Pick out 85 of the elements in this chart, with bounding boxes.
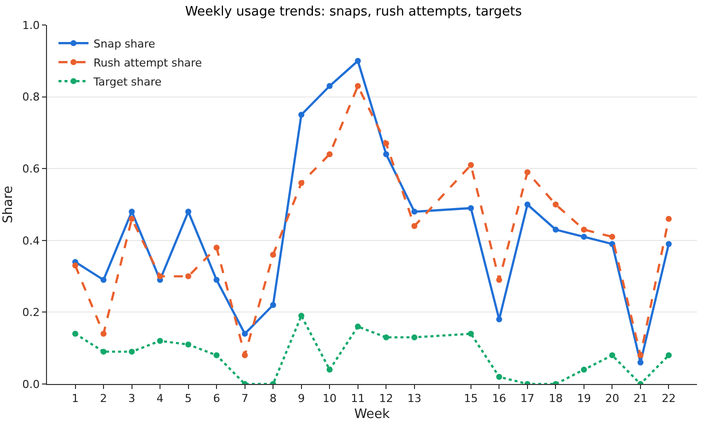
point — [298, 180, 304, 186]
point — [411, 208, 418, 215]
x-tick-label: 2 — [100, 392, 108, 406]
point — [128, 208, 135, 215]
point — [411, 334, 418, 340]
y-tick-label: 0.0 — [22, 378, 40, 391]
point — [214, 244, 220, 251]
x-tick-label: 21 — [633, 392, 648, 406]
point — [128, 216, 135, 222]
point — [580, 234, 587, 240]
legend-label: Target share — [92, 75, 162, 88]
x-tick-label: 11 — [350, 392, 365, 406]
point — [580, 226, 587, 233]
point — [298, 112, 304, 118]
point — [609, 234, 616, 240]
x-tick-label: 3 — [128, 392, 136, 406]
point — [157, 273, 164, 280]
point — [185, 208, 192, 215]
point — [580, 366, 587, 373]
y-axis-title: Share — [1, 186, 16, 224]
point — [128, 348, 135, 355]
point — [666, 216, 672, 222]
point — [100, 330, 107, 337]
point — [524, 202, 530, 208]
point — [100, 348, 107, 355]
x-tick-label: 15 — [464, 392, 478, 406]
point — [298, 312, 304, 319]
x-tick-label: 20 — [605, 392, 620, 406]
point — [214, 276, 220, 283]
point — [468, 205, 474, 212]
legend-label: Snap share — [94, 37, 156, 50]
point — [666, 240, 672, 247]
x-tick-label: 4 — [156, 392, 164, 406]
x-tick-label: 8 — [270, 392, 277, 406]
point — [100, 276, 107, 283]
x-tick-label: 9 — [298, 392, 305, 406]
point — [214, 352, 220, 358]
point — [354, 58, 361, 64]
point — [242, 330, 248, 337]
point — [609, 352, 616, 358]
x-tick-label: 19 — [576, 392, 591, 406]
point — [383, 334, 390, 340]
y-tick-label: 0.8 — [22, 90, 40, 104]
y-tick-label: 0.6 — [22, 162, 40, 176]
legend-label: Rush attempt share — [94, 56, 202, 70]
x-tick-label: 22 — [662, 392, 676, 406]
y-tick-label: 0.4 — [22, 234, 40, 248]
x-axis-title: Week — [354, 406, 390, 422]
point — [383, 140, 390, 146]
point — [326, 151, 333, 158]
point — [496, 374, 502, 380]
point — [354, 324, 361, 330]
chart-title: Weekly usage trends: snaps, rush attempts, targets — [185, 4, 522, 20]
point — [468, 162, 474, 168]
point — [637, 352, 644, 358]
point — [270, 252, 276, 258]
point — [185, 273, 192, 280]
point — [242, 352, 248, 358]
point — [552, 226, 559, 233]
x-tick-label: 12 — [379, 392, 394, 406]
point — [552, 202, 559, 208]
point — [185, 342, 192, 348]
point — [72, 330, 78, 337]
y-tick-label: 0.2 — [22, 306, 40, 320]
x-tick-label: 7 — [241, 392, 248, 406]
y-tick-label: 1.0 — [22, 18, 40, 32]
point — [326, 83, 333, 90]
x-tick-label: 16 — [492, 392, 506, 406]
point — [411, 223, 418, 230]
point — [326, 366, 333, 373]
x-tick-label: 18 — [548, 392, 563, 406]
point — [354, 83, 361, 90]
point — [270, 302, 276, 308]
point — [383, 151, 390, 158]
x-tick-label: 1 — [72, 392, 79, 406]
x-tick-label: 10 — [322, 392, 337, 406]
x-tick-label: 6 — [213, 392, 220, 406]
x-tick-label: 5 — [184, 392, 192, 406]
point — [524, 169, 530, 176]
point — [72, 262, 78, 269]
point — [157, 338, 164, 344]
x-tick-label: 13 — [407, 392, 422, 406]
x-tick-label: 17 — [520, 392, 534, 406]
point — [468, 330, 474, 337]
point — [666, 352, 672, 358]
